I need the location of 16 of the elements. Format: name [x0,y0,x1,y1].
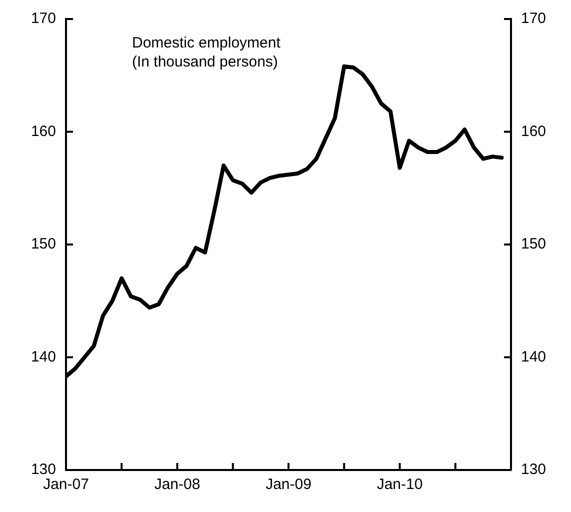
x-tick-label: Jan-09 [266,476,312,494]
annotation: (In thousand persons) [132,54,278,71]
y2-tick-label: 130 [521,461,546,478]
y-tick-label: 140 [30,348,56,366]
y-tick-label: 130 [30,461,56,478]
x-tick-label: Jan-08 [154,476,200,494]
y2-tick-label: 150 [521,236,546,253]
y-tick-label: 150 [30,236,56,253]
x-tick-label: Jan-07 [43,476,89,494]
y2-tick-label: 140 [521,348,546,366]
y2-tick-label: 170 [521,10,546,28]
y-tick-label: 160 [30,122,56,140]
y-tick-label: 170 [30,10,56,28]
annotation: Domestic employment [132,34,282,52]
x-tick-label: Jan-10 [376,476,423,494]
y2-tick-label: 160 [521,122,546,140]
